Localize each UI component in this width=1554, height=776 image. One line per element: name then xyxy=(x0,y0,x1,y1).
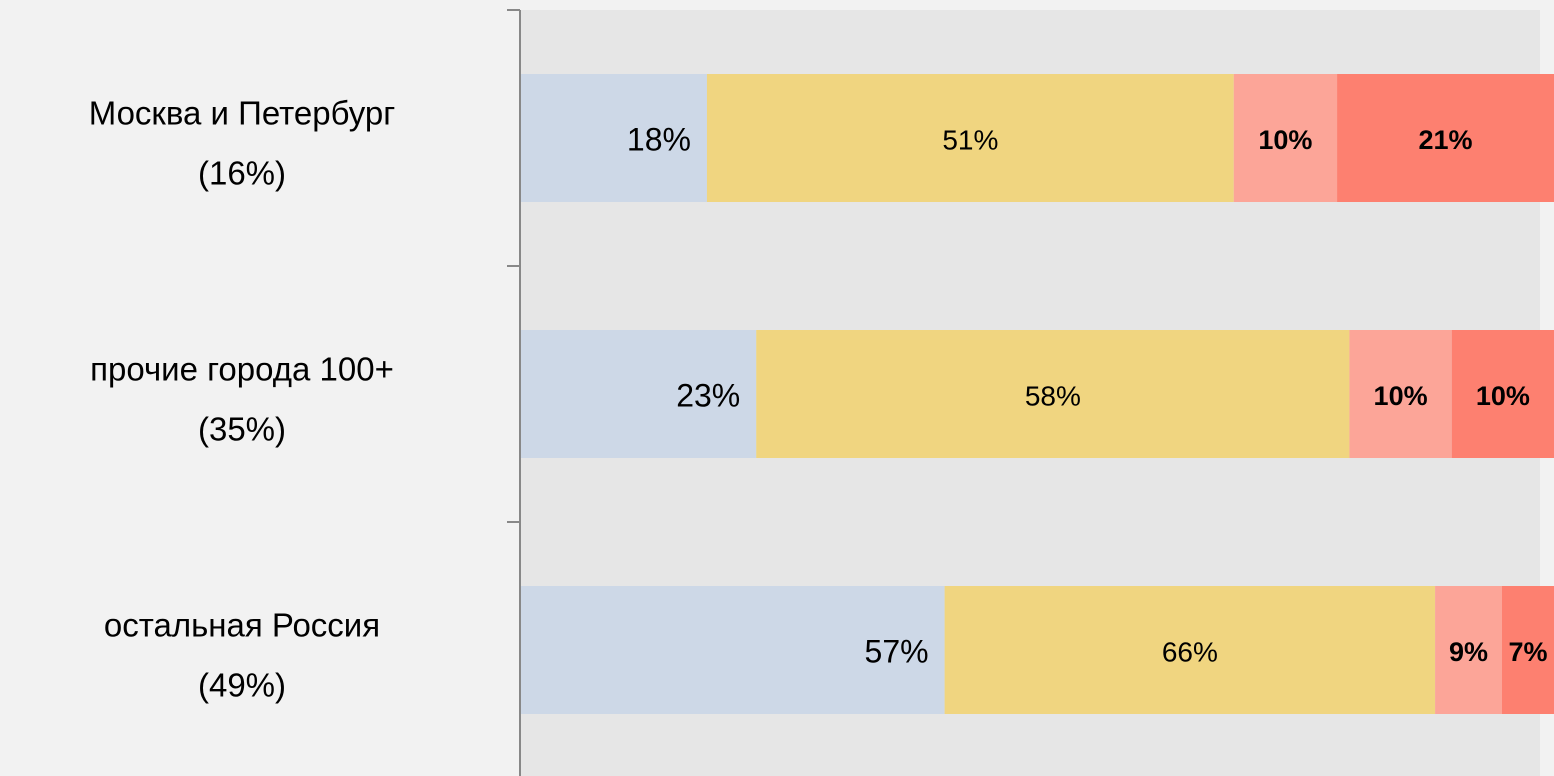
data-label: 23% xyxy=(676,377,740,413)
y-tick-label: (35%) xyxy=(198,411,286,448)
bar-segment xyxy=(1501,586,1554,714)
bar-segment xyxy=(1451,330,1554,458)
data-label: 9% xyxy=(1449,637,1488,667)
data-label: 58% xyxy=(1025,380,1081,411)
data-label: 66% xyxy=(1162,636,1218,667)
bar-segment xyxy=(1349,330,1452,458)
bar-segment xyxy=(756,330,1350,458)
bar-segment xyxy=(706,74,1234,202)
y-tick-label: Москва и Петербург xyxy=(89,95,396,132)
bar-segment xyxy=(944,586,1436,714)
y-tick-label: остальная Россия xyxy=(104,607,380,644)
data-label: 21% xyxy=(1419,125,1473,155)
data-label: 10% xyxy=(1374,381,1428,411)
data-label: 57% xyxy=(865,633,929,669)
bar-segment xyxy=(521,586,945,714)
data-label: 10% xyxy=(1258,125,1312,155)
bar-segment xyxy=(1435,586,1502,714)
y-tick-label: прочие города 100+ xyxy=(90,351,394,388)
bar-segment xyxy=(1233,74,1338,202)
data-label: 10% xyxy=(1476,381,1530,411)
data-label: 18% xyxy=(627,121,691,157)
bar-segment xyxy=(1337,74,1554,202)
data-label: 7% xyxy=(1508,637,1547,667)
y-tick-label: (16%) xyxy=(198,155,286,192)
bar-segment xyxy=(521,330,757,458)
data-label: 51% xyxy=(942,124,998,155)
y-tick-label: (49%) xyxy=(198,667,286,704)
bar-segment xyxy=(521,74,707,202)
